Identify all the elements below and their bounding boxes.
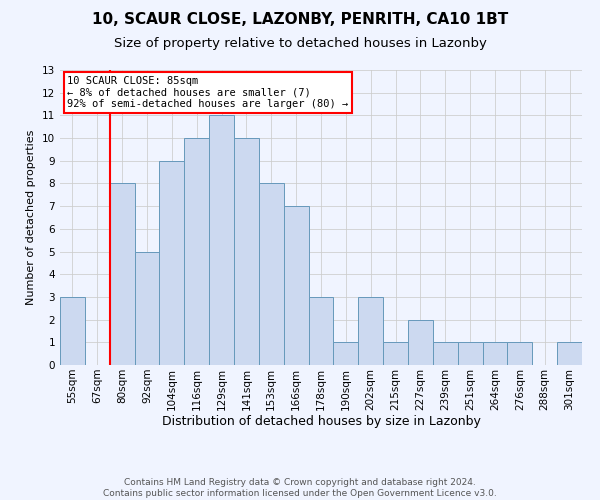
Bar <box>259 184 284 365</box>
Bar <box>358 297 383 365</box>
Bar <box>334 342 358 365</box>
Text: 10, SCAUR CLOSE, LAZONBY, PENRITH, CA10 1BT: 10, SCAUR CLOSE, LAZONBY, PENRITH, CA10 … <box>92 12 508 28</box>
Bar <box>408 320 433 365</box>
Bar <box>110 184 134 365</box>
Bar <box>184 138 209 365</box>
X-axis label: Distribution of detached houses by size in Lazonby: Distribution of detached houses by size … <box>161 416 481 428</box>
Bar <box>508 342 532 365</box>
Y-axis label: Number of detached properties: Number of detached properties <box>26 130 37 305</box>
Bar <box>557 342 582 365</box>
Bar <box>284 206 308 365</box>
Bar <box>160 161 184 365</box>
Bar <box>383 342 408 365</box>
Text: 10 SCAUR CLOSE: 85sqm
← 8% of detached houses are smaller (7)
92% of semi-detach: 10 SCAUR CLOSE: 85sqm ← 8% of detached h… <box>67 76 349 109</box>
Bar <box>234 138 259 365</box>
Bar <box>134 252 160 365</box>
Bar <box>60 297 85 365</box>
Bar <box>482 342 508 365</box>
Bar <box>308 297 334 365</box>
Bar <box>433 342 458 365</box>
Text: Contains HM Land Registry data © Crown copyright and database right 2024.
Contai: Contains HM Land Registry data © Crown c… <box>103 478 497 498</box>
Bar <box>209 116 234 365</box>
Bar <box>458 342 482 365</box>
Text: Size of property relative to detached houses in Lazonby: Size of property relative to detached ho… <box>113 38 487 51</box>
